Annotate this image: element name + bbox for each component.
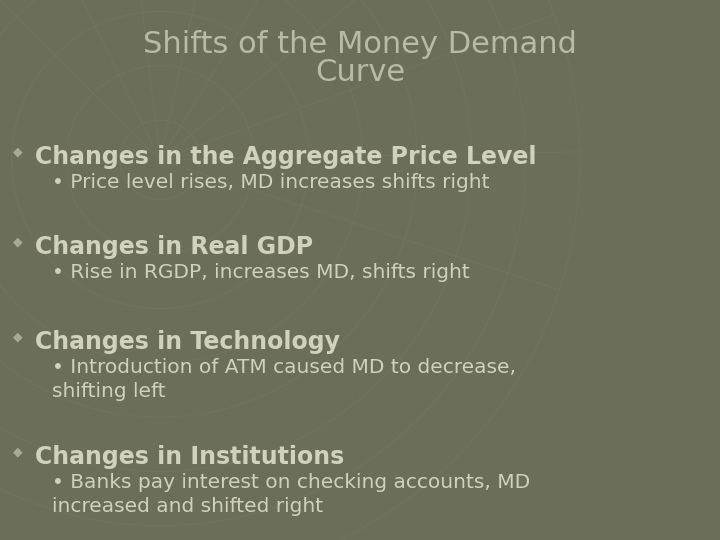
Text: ◆: ◆ [13,145,23,158]
Text: Changes in Institutions: Changes in Institutions [35,445,344,469]
Text: • Rise in RGDP, increases MD, shifts right: • Rise in RGDP, increases MD, shifts rig… [52,263,469,282]
Text: ◆: ◆ [13,330,23,343]
Text: • Price level rises, MD increases shifts right: • Price level rises, MD increases shifts… [52,173,490,192]
Text: Changes in the Aggregate Price Level: Changes in the Aggregate Price Level [35,145,536,169]
Text: • Banks pay interest on checking accounts, MD
increased and shifted right: • Banks pay interest on checking account… [52,473,530,516]
Text: Changes in Technology: Changes in Technology [35,330,340,354]
Text: Curve: Curve [315,58,405,87]
Text: Shifts of the Money Demand: Shifts of the Money Demand [143,30,577,59]
Text: Changes in Real GDP: Changes in Real GDP [35,235,313,259]
Text: ◆: ◆ [13,445,23,458]
Text: • Introduction of ATM caused MD to decrease,
shifting left: • Introduction of ATM caused MD to decre… [52,358,516,401]
Text: ◆: ◆ [13,235,23,248]
